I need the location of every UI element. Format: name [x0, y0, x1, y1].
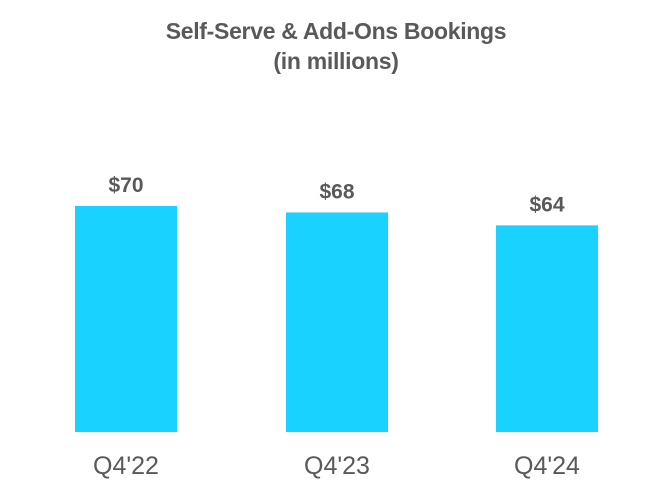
chart-title: Self-Serve & Add-Ons Bookings (in millio… — [0, 16, 672, 76]
chart-title-line-2: (in millions) — [273, 48, 399, 74]
bar-1 — [286, 212, 388, 432]
data-label-1: $68 — [319, 180, 354, 203]
data-label-2: $64 — [529, 193, 564, 216]
data-label-0: $70 — [108, 174, 143, 197]
category-label-1: Q4'23 — [304, 452, 370, 480]
bar-2 — [496, 225, 598, 432]
category-label-0: Q4'22 — [93, 452, 159, 480]
category-label-2: Q4'24 — [514, 452, 580, 480]
bar-0 — [75, 206, 177, 432]
chart-title-line-1: Self-Serve & Add-Ons Bookings — [165, 18, 507, 44]
